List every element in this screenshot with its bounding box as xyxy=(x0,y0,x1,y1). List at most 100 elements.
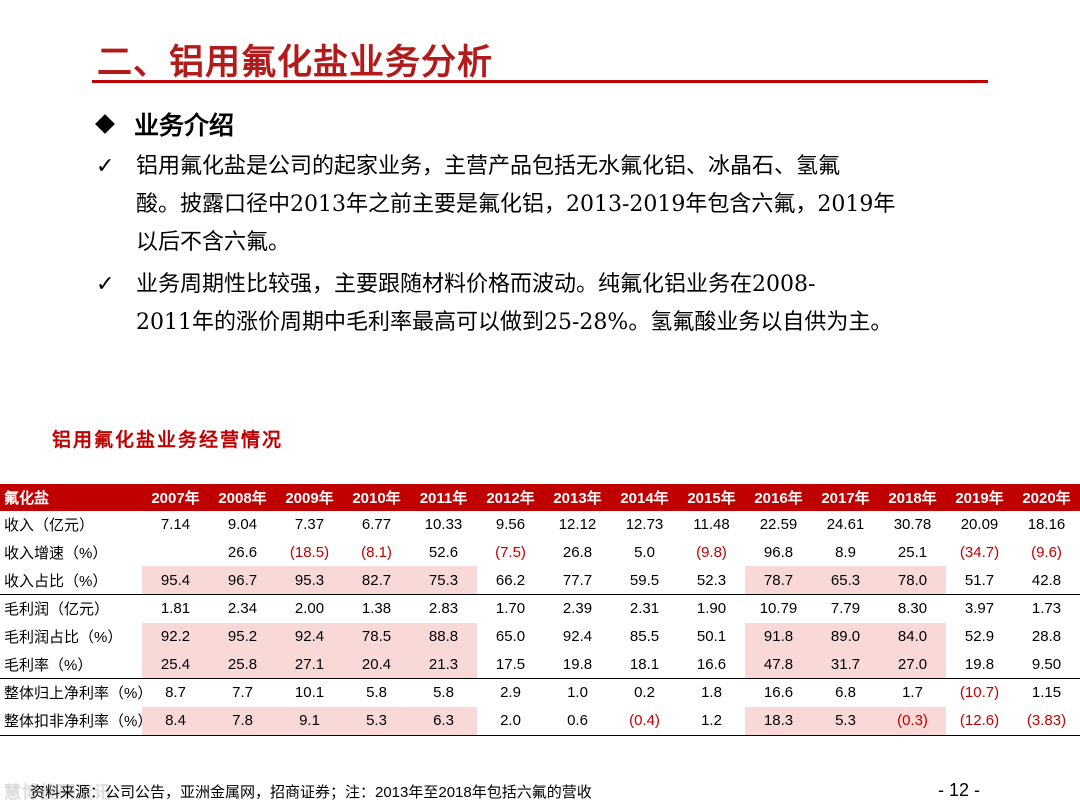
table-cell: 18.16 xyxy=(1027,516,1066,534)
table-cell: (18.5) xyxy=(289,544,330,562)
table-header-year: 2011年 xyxy=(410,484,477,511)
table-cell: 6.8 xyxy=(812,678,879,707)
table-cell: 9.04 xyxy=(227,516,258,534)
table-cell: 12.73 xyxy=(625,516,664,534)
table-cell: 92.4 xyxy=(562,628,593,646)
table-cell: 3.97 xyxy=(946,594,1013,623)
table-cell: 1.0 xyxy=(544,678,611,707)
table-cell: 2.34 xyxy=(209,594,276,623)
table-cell: 20.09 xyxy=(960,516,999,534)
table-cell: 9.1 xyxy=(276,706,343,736)
table-cell: 19.8 xyxy=(964,655,995,673)
table-cell: 50.1 xyxy=(696,628,727,646)
table-header-year: 2019年 xyxy=(946,484,1013,511)
table-header-year: 2010年 xyxy=(343,484,410,511)
table-cell: 18.1 xyxy=(629,655,660,673)
bullet-item-2: ✓ 业务周期性比较强，主要跟随材料价格而波动。纯氟化铝业务在2008- 2011… xyxy=(96,266,1016,342)
table-cell: 42.8 xyxy=(1031,571,1062,589)
table-cell: (7.5) xyxy=(495,544,526,562)
table-cell: 20.4 xyxy=(343,650,410,679)
bullet-item-1: ✓ 铝用氟化盐是公司的起家业务，主营产品包括无水氟化铝、冰晶石、氢氟 酸。披露口… xyxy=(96,148,1016,262)
table-cell: 19.8 xyxy=(562,655,593,673)
table-cell: 9.50 xyxy=(1031,655,1062,673)
check-icon: ✓ xyxy=(96,154,115,179)
table-cell: 1.90 xyxy=(678,594,745,623)
table-header-year: 2016年 xyxy=(745,484,812,511)
table-row: 整体归上净利率（%） 8.7 7.7 10.1 5.8 5.8 2.9 1.0 0.2 1.8 16… xyxy=(0,678,1080,707)
source-note: 资料来源：公司公告，亚洲金属网，招商证券；注：2013年至2018年包括六氟的营… xyxy=(30,784,592,801)
table-cell: 95.4 xyxy=(142,566,209,595)
table-cell: 8.7 xyxy=(142,678,209,707)
table-cell: 7.7 xyxy=(209,678,276,707)
table-cell: 2.39 xyxy=(544,594,611,623)
table-cell: 2.31 xyxy=(611,594,678,623)
table-cell: 5.8 xyxy=(343,678,410,707)
table-header-year: 2017年 xyxy=(812,484,879,511)
table-header-year: 2008年 xyxy=(209,484,276,511)
table-cell: 31.7 xyxy=(812,650,879,679)
table-cell: 30.78 xyxy=(893,516,932,534)
table-cell: 78.7 xyxy=(745,566,812,595)
table-cell: 1.2 xyxy=(678,706,745,736)
table-cell xyxy=(142,539,209,567)
table-header-year: 2014年 xyxy=(611,484,678,511)
table-cell: 1.15 xyxy=(1013,678,1080,707)
table-cell: 95.3 xyxy=(276,566,343,595)
table-cell: 77.7 xyxy=(562,571,593,589)
table-cell: 89.0 xyxy=(812,622,879,651)
table-cell: 2.9 xyxy=(477,678,544,707)
table-cell: (34.7) xyxy=(959,544,1000,562)
table-cell: 17.5 xyxy=(495,655,526,673)
table-cell: 28.8 xyxy=(1031,628,1062,646)
table-cell: 22.59 xyxy=(759,516,798,534)
table-cell: 8.30 xyxy=(879,594,946,623)
table-cell: 51.7 xyxy=(964,571,995,589)
table-cell: 5.3 xyxy=(812,706,879,736)
table-cell: 1.81 xyxy=(142,594,209,623)
diamond-icon xyxy=(95,114,115,134)
table-cell: 26.8 xyxy=(562,544,593,562)
table-cell: 1.8 xyxy=(678,678,745,707)
table-cell: 84.0 xyxy=(879,622,946,651)
table-cell: (10.7) xyxy=(946,678,1013,707)
table-cell: (9.8) xyxy=(696,544,727,562)
table-cell: 0.6 xyxy=(544,706,611,736)
table-cell: 21.3 xyxy=(410,650,477,679)
table-cell: 27.1 xyxy=(276,650,343,679)
bullet-line: 酸。披露口径中2013年之前主要是氟化铝，2013-2019年包含六氟，2019… xyxy=(136,192,896,217)
table-header-year: 2009年 xyxy=(276,484,343,511)
table-cell: 25.1 xyxy=(897,544,928,562)
table-row: 毛利润（亿元） 1.81 2.34 2.00 1.38 2.83 1.70 2.39 2.31 1… xyxy=(0,594,1080,623)
table-cell: 26.6 xyxy=(227,544,258,562)
row-label: 整体归上净利率（%） xyxy=(0,678,142,707)
table-cell: 52.6 xyxy=(428,544,459,562)
bullet-text: 业务周期性比较强，主要跟随材料价格而波动。纯氟化铝业务在2008- 2011年的… xyxy=(136,266,892,342)
section-heading-text: 业务介绍 xyxy=(134,111,235,140)
table-cell: 85.5 xyxy=(629,628,660,646)
table-row: 收入增速（%） 26.6 (18.5) (8.1) 52.6 (7.5) 26.8 5.0 (9… xyxy=(0,539,1080,567)
table-cell: 10.1 xyxy=(276,678,343,707)
table-cell: 88.8 xyxy=(410,622,477,651)
watermark: 慧博投研资讯 xyxy=(4,783,112,803)
title-divider xyxy=(92,80,988,83)
table-cell: 92.2 xyxy=(142,622,209,651)
table-cell: 92.4 xyxy=(276,622,343,651)
table-cell: 52.3 xyxy=(696,571,727,589)
table-cell: (0.4) xyxy=(611,706,678,736)
page-number: - 12 - xyxy=(938,780,981,800)
table-cell: (8.1) xyxy=(361,544,392,562)
table-cell: 96.7 xyxy=(209,566,276,595)
table-cell: 5.8 xyxy=(410,678,477,707)
table-cell: 5.3 xyxy=(343,706,410,736)
table-row: 毛利润占比（%） 92.2 95.2 92.4 78.5 88.8 65.0 92.4 85.5… xyxy=(0,622,1080,651)
table-cell: 7.8 xyxy=(209,706,276,736)
table-header-year: 2013年 xyxy=(544,484,611,511)
table-cell: (12.6) xyxy=(946,706,1013,736)
row-label: 毛利润（亿元） xyxy=(0,594,142,623)
table-cell: 1.7 xyxy=(879,678,946,707)
table-cell: 52.9 xyxy=(964,628,995,646)
table-cell: 82.7 xyxy=(343,566,410,595)
table-cell: 1.70 xyxy=(477,594,544,623)
table-header-row: 氟化盐 2007年 2008年 2009年 2010年 2011年 2012年 2013年 20… xyxy=(0,484,1080,511)
table-row: 收入（亿元） 7.14 9.04 7.37 6.77 10.33 9.56 12.12 12.7… xyxy=(0,511,1080,539)
